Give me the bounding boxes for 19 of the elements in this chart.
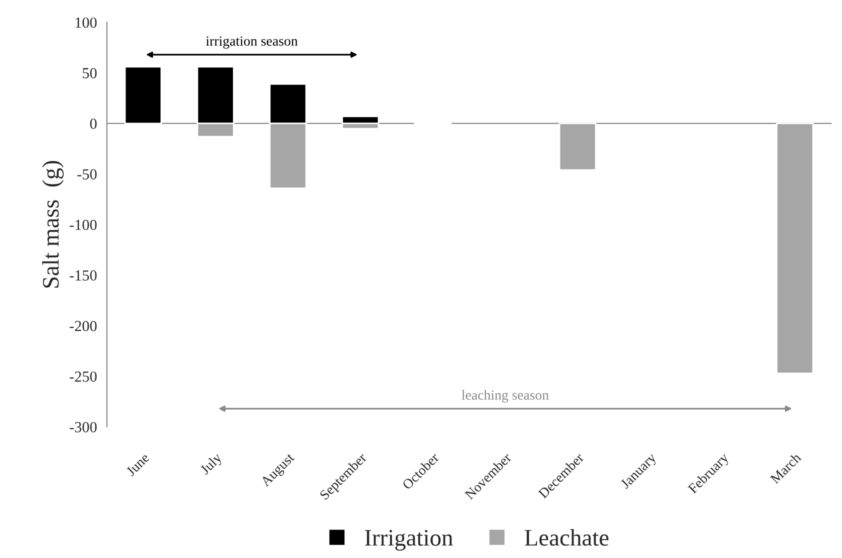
y-tick-label: -200: [70, 320, 97, 332]
legend-label: Irrigation: [364, 530, 453, 551]
y-axis-title: Salt mass (g): [42, 161, 64, 288]
bar: [776, 122, 814, 374]
annotation: leaching season: [462, 390, 549, 403]
y-tick-label: -250: [70, 371, 97, 382]
legend-label: Leachate: [524, 529, 608, 546]
y-tick-label: -50: [77, 169, 97, 180]
annotation: irrigation season: [206, 36, 298, 49]
x-tick-label: July: [199, 452, 224, 477]
x-tick-label: June: [126, 452, 150, 477]
y-tick-label: -100: [70, 220, 97, 230]
y-tick-label: -300: [70, 422, 97, 432]
y-tick-label: 50: [82, 68, 97, 78]
y-tick-label: 0: [90, 118, 97, 129]
bar: [124, 66, 162, 124]
y-tick-label: -150: [70, 270, 97, 281]
y-tick-label: 100: [76, 17, 97, 28]
bar: [558, 122, 596, 171]
